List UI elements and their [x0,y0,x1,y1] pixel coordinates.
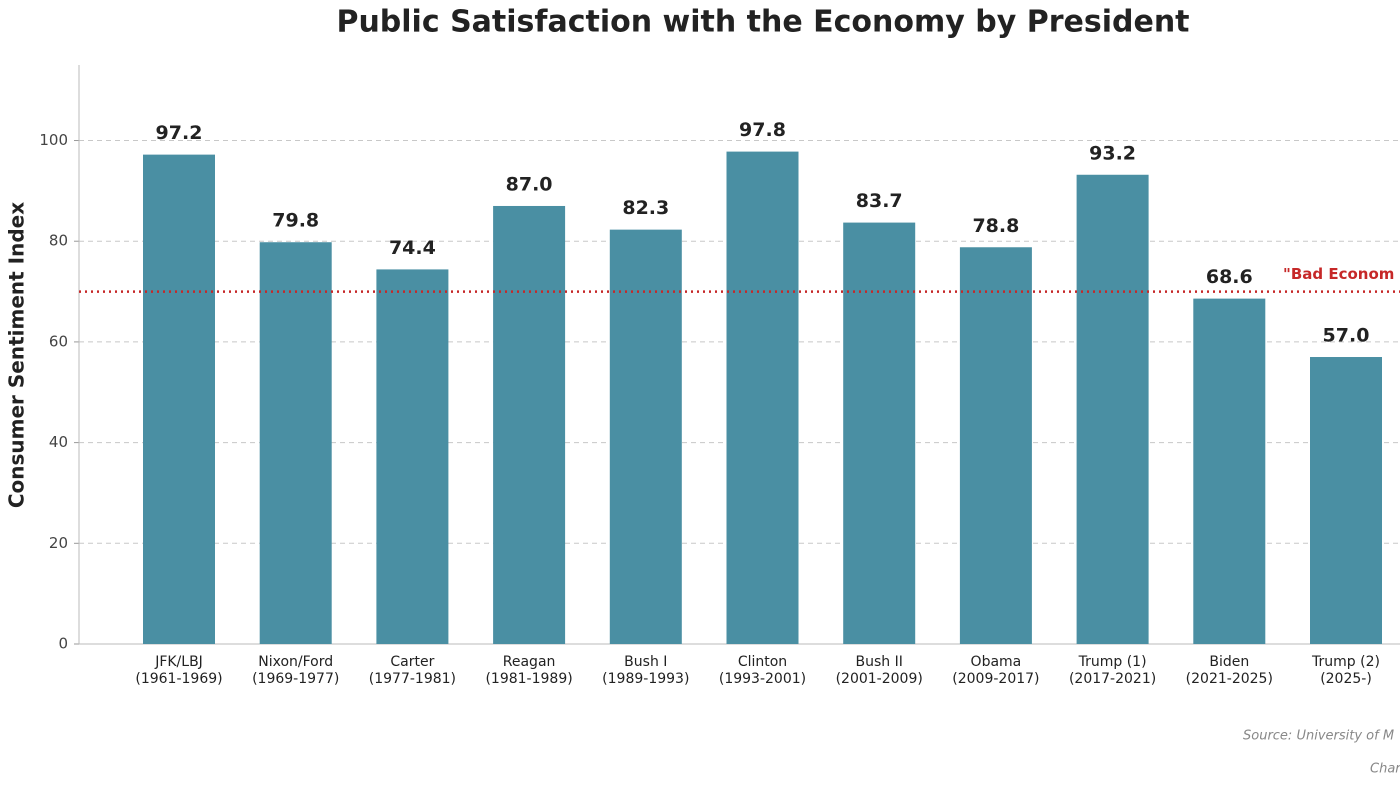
value-label: 79.8 [272,210,319,232]
chart-title: Public Satisfaction with the Economy by … [336,5,1189,40]
value-label: 82.3 [622,197,669,219]
source-note: Source: University of M [1243,729,1394,744]
value-label: 74.4 [389,237,436,259]
reference-label: "Bad Econom [1283,265,1394,283]
bar [726,151,799,644]
x-tick-label: JFK/LBJ (1961-1969) [135,654,222,687]
x-tick-label: Nixon/Ford (1969-1977) [252,654,339,687]
x-tick-label: Carter (1977-1981) [369,654,456,687]
x-tick-label: Bush I (1989-1993) [602,654,689,687]
bar [143,154,215,644]
value-label: 93.2 [1089,142,1136,164]
bar [1076,174,1149,645]
value-label: 83.7 [856,190,903,212]
y-tick-label: 100 [39,131,68,149]
y-tick-label: 80 [49,232,68,250]
x-tick-label: Reagan (1981-1989) [485,654,572,687]
y-tick-label: 60 [49,332,68,350]
value-label: 97.8 [739,119,786,141]
bar [609,229,682,644]
bar [1310,357,1382,644]
bar [493,205,566,644]
y-axis-label: Consumer Sentiment Index [5,202,29,508]
y-tick-label: 40 [49,433,68,451]
x-tick-label: Clinton (1993-2001) [719,654,806,687]
value-label: 57.0 [1323,325,1370,347]
credit-note: Char [1370,762,1400,777]
bar [259,242,332,644]
y-tick-label: 20 [49,534,68,552]
value-label: 78.8 [972,215,1019,237]
bar [843,222,916,645]
value-label: 97.2 [156,122,203,144]
x-tick-label: Obama (2009-2017) [952,654,1039,687]
bar [376,269,449,644]
x-tick-label: Biden (2021-2025) [1186,654,1273,687]
y-tick-label: 0 [58,635,68,653]
value-label: 68.6 [1206,266,1253,288]
x-tick-label: Trump (2) (2025-) [1311,654,1380,687]
value-label: 87.0 [506,173,553,195]
x-tick-label: Trump (1) (2017-2021) [1069,654,1156,687]
x-tick-label: Bush II (2001-2009) [836,654,923,687]
bar [959,247,1032,644]
bar [1193,298,1266,644]
